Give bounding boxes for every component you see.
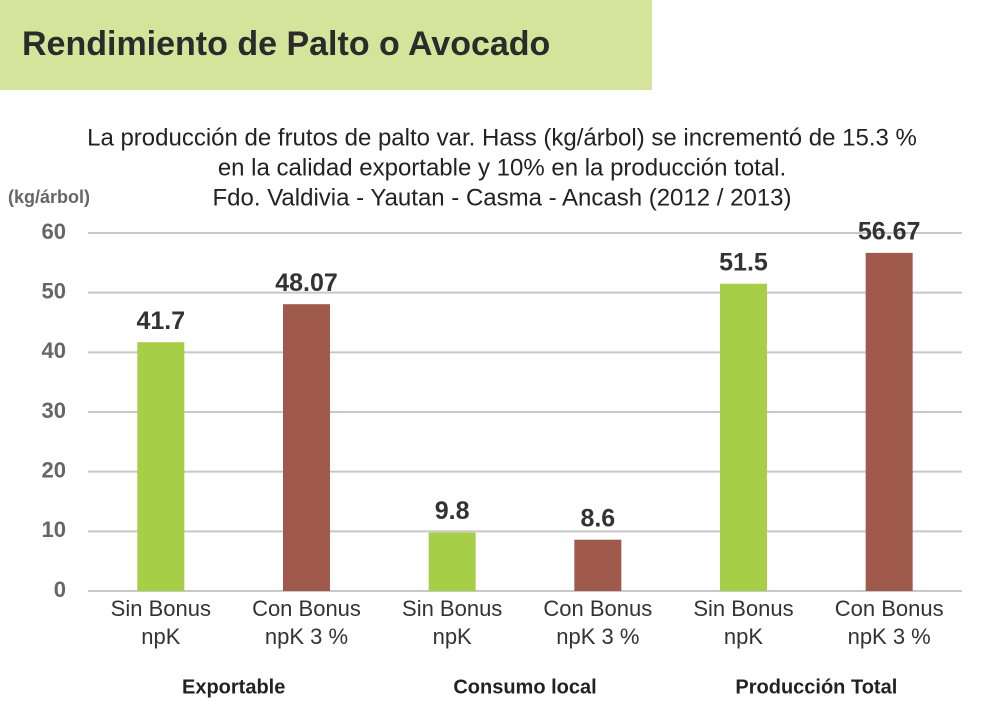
x-tick-label: npK 3 % xyxy=(848,624,931,649)
x-tick-label: Sin Bonus xyxy=(111,596,211,621)
y-axis-label: (kg/árbol) xyxy=(8,187,90,207)
bar xyxy=(428,532,476,591)
bar xyxy=(865,252,913,591)
value-label: 8.6 xyxy=(580,504,615,532)
x-tick-label: npK 3 % xyxy=(556,624,639,649)
value-label: 9.8 xyxy=(435,497,470,525)
value-label: 41.7 xyxy=(136,307,185,335)
bar xyxy=(574,539,622,591)
group-label: Exportable xyxy=(182,676,285,698)
y-tick-label: 40 xyxy=(42,338,66,363)
x-tick-label: Con Bonus xyxy=(543,596,652,621)
y-tick-label: 0 xyxy=(54,577,66,602)
bar xyxy=(720,283,767,591)
x-tick-label: Con Bonus xyxy=(252,596,361,621)
y-tick-label: 30 xyxy=(42,398,66,423)
x-tick-label: npK xyxy=(141,624,180,649)
value-label: 51.5 xyxy=(719,248,768,276)
title-banner xyxy=(0,0,652,90)
x-tick-label: npK xyxy=(724,624,763,649)
value-label: 48.07 xyxy=(275,269,338,297)
bar xyxy=(137,342,185,591)
x-tick-label: Con Bonus xyxy=(835,596,944,621)
chart-title: Rendimiento de Palto o Avocado xyxy=(22,25,550,63)
x-tick-label: npK 3 % xyxy=(265,624,348,649)
y-tick-label: 10 xyxy=(42,517,66,542)
x-tick-label: Sin Bonus xyxy=(693,596,793,621)
y-tick-label: 60 xyxy=(42,219,66,244)
x-tick-label: Sin Bonus xyxy=(402,596,502,621)
bar xyxy=(283,304,330,591)
subtitle: Fdo. Valdivia - Yautan - Casma - Ancash … xyxy=(213,184,792,211)
subtitle: en la calidad exportable y 10% en la pro… xyxy=(218,154,786,181)
value-label: 56.67 xyxy=(858,217,921,245)
y-tick-label: 20 xyxy=(42,457,66,482)
subtitle: La producción de frutos de palto var. Ha… xyxy=(87,124,917,151)
group-label: Producción Total xyxy=(735,676,897,698)
x-tick-label: npK xyxy=(433,624,472,649)
group-label: Consumo local xyxy=(453,676,596,698)
y-tick-label: 50 xyxy=(42,278,66,303)
